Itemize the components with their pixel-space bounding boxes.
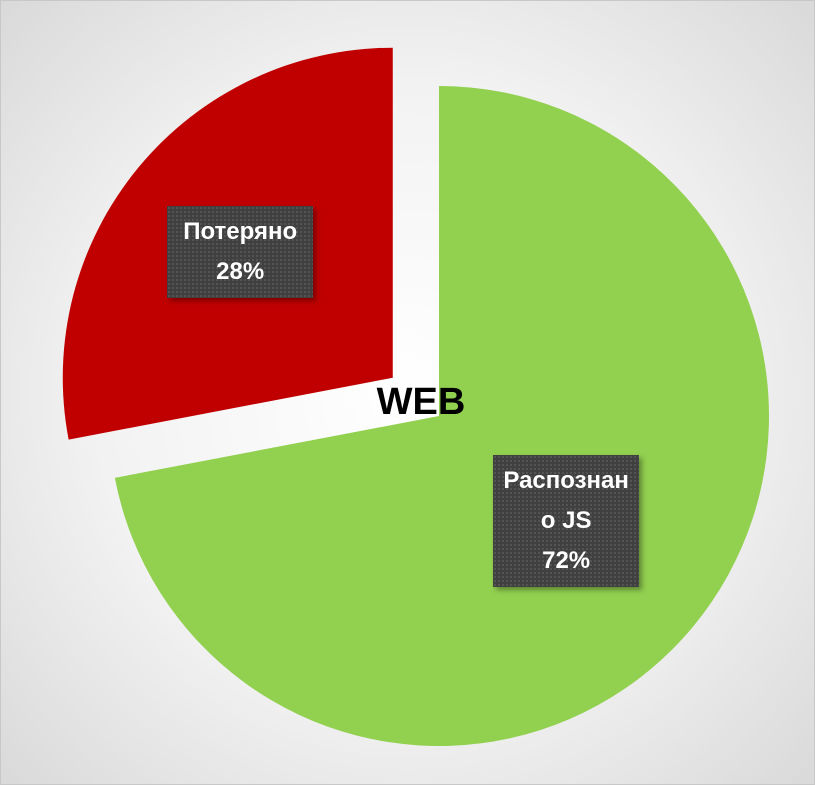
data-label-value: 28% xyxy=(216,257,265,285)
data-label: Потеряно 28% xyxy=(167,205,314,298)
chart-title: WEB xyxy=(376,381,466,423)
data-label: Распознано JS 72% xyxy=(493,455,640,588)
data-label-category: Распознано JS xyxy=(503,467,629,535)
data-label-category: Потеряно xyxy=(183,217,298,245)
data-label-value: 72% xyxy=(542,547,591,575)
